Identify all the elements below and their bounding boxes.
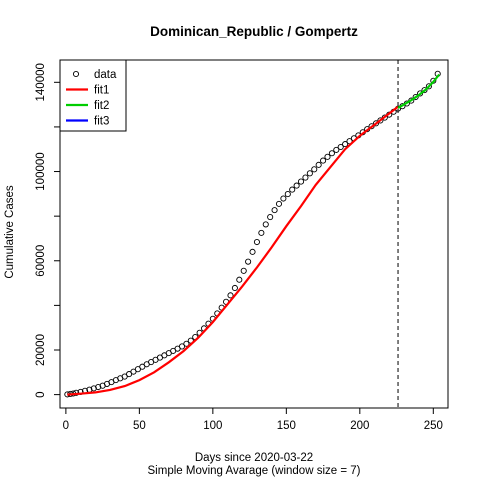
y-tick-label: 100000 <box>35 152 47 190</box>
data-point <box>337 143 344 151</box>
data-point <box>293 182 300 189</box>
series-line-fit1 <box>67 105 399 396</box>
data-point <box>95 383 102 391</box>
x-tick-label: 150 <box>277 420 296 432</box>
data-point <box>425 83 432 90</box>
data-point <box>324 153 331 160</box>
data-point <box>302 174 309 181</box>
data-point <box>245 258 252 265</box>
x-tick-label: 200 <box>350 420 369 432</box>
data-point <box>306 170 313 177</box>
data-point <box>249 248 256 255</box>
x-axis-label: Days since 2020-03-22 <box>195 452 313 464</box>
data-point <box>267 213 274 221</box>
x-tick-label: 100 <box>203 420 222 432</box>
data-point <box>320 157 327 164</box>
data-point <box>311 166 318 173</box>
data-point <box>258 229 265 236</box>
data-point <box>412 93 419 101</box>
legend: data fit1 fit2 fit3 <box>59 59 127 132</box>
data-point <box>297 178 305 185</box>
legend-swatch-data <box>72 70 80 78</box>
data-point <box>328 150 335 157</box>
data-point <box>372 120 380 127</box>
x-tick-label: 0 <box>63 420 69 432</box>
y-tick-label: 140000 <box>35 63 47 101</box>
data-point <box>231 284 238 292</box>
x-axis-sublabel: Simple Moving Avarage (window size = 7) <box>148 465 361 477</box>
data-point <box>253 238 260 246</box>
data-point <box>275 200 283 207</box>
series-line-fit2 <box>397 73 441 109</box>
data-point <box>284 191 291 198</box>
x-tick-label: 250 <box>424 420 443 432</box>
legend-label-data: data <box>94 69 117 81</box>
data-point <box>289 186 296 193</box>
x-axis: 0 50 100 150 200 250 <box>63 407 443 432</box>
data-point <box>262 221 269 228</box>
y-axis: 0 20000 60000 100000 140000 <box>35 63 61 398</box>
data-point <box>178 343 186 350</box>
data-point <box>240 267 247 274</box>
data-point <box>280 195 287 202</box>
data-point <box>236 276 243 283</box>
data-point <box>227 292 234 299</box>
y-axis-label: Cumulative Cases <box>4 185 16 279</box>
data-point <box>183 340 190 347</box>
data-point <box>271 207 278 214</box>
chart-title: Dominican_Republic / Gompertz <box>150 24 358 39</box>
data-point <box>377 117 384 124</box>
fit-lines <box>67 73 441 396</box>
data-point <box>333 146 340 153</box>
y-tick-label: 60000 <box>35 245 47 277</box>
data-point <box>421 87 428 94</box>
x-tick-label: 50 <box>133 420 146 432</box>
data-point <box>315 161 322 168</box>
legend-label-fit2: fit2 <box>94 100 109 112</box>
legend-label-fit1: fit1 <box>94 85 109 97</box>
legend-label-fit3: fit3 <box>94 116 109 128</box>
data-point <box>417 90 424 97</box>
y-tick-label: 0 <box>35 391 47 397</box>
y-tick-label: 20000 <box>35 334 47 366</box>
data-point <box>90 385 97 392</box>
data-point <box>342 141 349 148</box>
